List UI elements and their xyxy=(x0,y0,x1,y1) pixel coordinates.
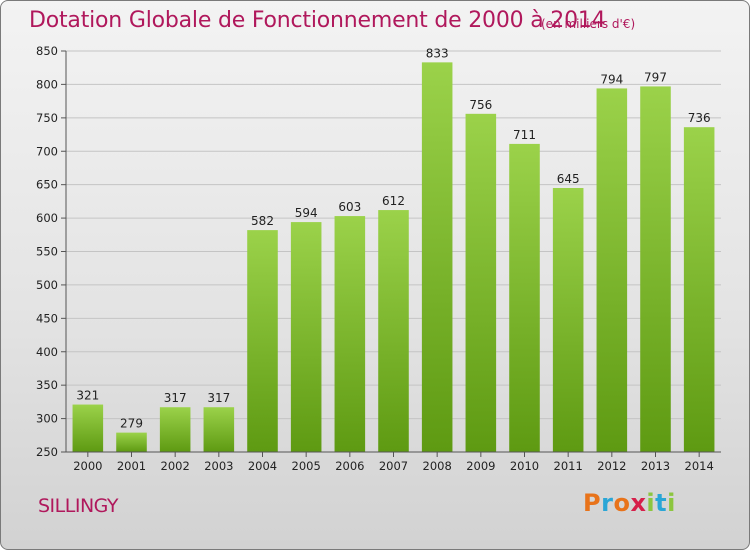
bar-2003 xyxy=(203,407,235,452)
y-tick-label: 850 xyxy=(36,44,58,58)
proxiti-logo[interactable]: Proxiti xyxy=(583,489,676,517)
data-label: 582 xyxy=(251,214,274,228)
y-axis: 250 300 350 400 450 500 550 600 650 700 750 800 850 xyxy=(36,44,67,459)
logo-letter: i xyxy=(667,489,676,517)
data-label: 279 xyxy=(120,417,143,431)
x-tick-label: 2003 xyxy=(204,459,233,473)
y-tick-label: 550 xyxy=(36,245,58,259)
y-tick-label: 400 xyxy=(36,345,58,359)
bar-2000 xyxy=(72,404,104,452)
x-tick-label: 2010 xyxy=(510,459,539,473)
x-axis: 2000 2001 2002 2003 2004 2005 2006 2007 2008 2009… xyxy=(66,451,721,473)
x-tick-label: 2014 xyxy=(685,459,714,473)
y-tick-label: 750 xyxy=(36,111,58,125)
data-label: 612 xyxy=(382,194,405,208)
x-tick-label: 2011 xyxy=(554,459,583,473)
y-tick-label: 450 xyxy=(36,311,58,325)
data-label: 711 xyxy=(513,128,536,142)
y-tick-label: 800 xyxy=(36,77,58,91)
chart-title: Dotation Globale de Fonctionnement de 20… xyxy=(29,8,606,33)
data-label: 797 xyxy=(644,70,667,84)
y-tick-label: 250 xyxy=(36,445,58,459)
x-tick-label: 2001 xyxy=(117,459,146,473)
y-tick-label: 500 xyxy=(36,278,58,292)
x-tick-label: 2000 xyxy=(73,459,102,473)
data-label: 603 xyxy=(338,200,361,214)
bar-2014 xyxy=(683,127,715,452)
bar-2002 xyxy=(159,407,191,452)
bar-2005 xyxy=(290,222,322,452)
bar-2001 xyxy=(116,432,147,452)
data-label: 317 xyxy=(207,391,230,405)
y-tick-label: 600 xyxy=(36,211,58,225)
data-label: 321 xyxy=(76,389,99,403)
logo-letter: r xyxy=(601,489,614,517)
x-tick-label: 2002 xyxy=(161,459,190,473)
data-label: 756 xyxy=(469,98,492,112)
chart-unit-note: (en milliers d'€) xyxy=(541,17,636,31)
bar-2010 xyxy=(509,143,540,453)
bar-2008 xyxy=(421,62,453,453)
data-label: 645 xyxy=(557,172,580,186)
x-tick-label: 2009 xyxy=(466,459,495,473)
y-tick-label: 350 xyxy=(36,378,58,392)
x-tick-label: 2005 xyxy=(292,459,321,473)
logo-letter: o xyxy=(613,489,631,517)
bar-2012 xyxy=(596,88,628,452)
data-label: 317 xyxy=(164,391,187,405)
commune-name: SILLINGY xyxy=(38,495,119,517)
x-tick-label: 2013 xyxy=(641,459,670,473)
logo-letter: t xyxy=(655,489,668,517)
bar-2011 xyxy=(552,188,584,452)
bar-2009 xyxy=(465,113,497,452)
data-label: 833 xyxy=(426,46,449,60)
logo-letter: i xyxy=(646,489,656,517)
bar-2013 xyxy=(640,86,671,453)
data-label: 736 xyxy=(688,111,711,125)
logo-letter: x xyxy=(630,489,647,517)
bar-2006 xyxy=(334,216,366,452)
x-tick-label: 2006 xyxy=(335,459,364,473)
data-label: 594 xyxy=(295,206,318,220)
logo-letter: P xyxy=(583,489,602,517)
x-tick-label: 2012 xyxy=(597,459,626,473)
x-tick-label: 2007 xyxy=(379,459,408,473)
bar-2007 xyxy=(378,210,409,452)
y-tick-label: 700 xyxy=(36,144,58,158)
bars: 321 279 317 317 582 594 603 612 833 756 711 645 794 7… xyxy=(72,46,715,453)
x-tick-label: 2008 xyxy=(423,459,452,473)
bar-2004 xyxy=(247,230,278,452)
y-tick-label: 300 xyxy=(36,412,58,426)
x-tick-label: 2004 xyxy=(248,459,277,473)
y-tick-label: 650 xyxy=(36,178,58,192)
data-label: 794 xyxy=(600,72,623,86)
